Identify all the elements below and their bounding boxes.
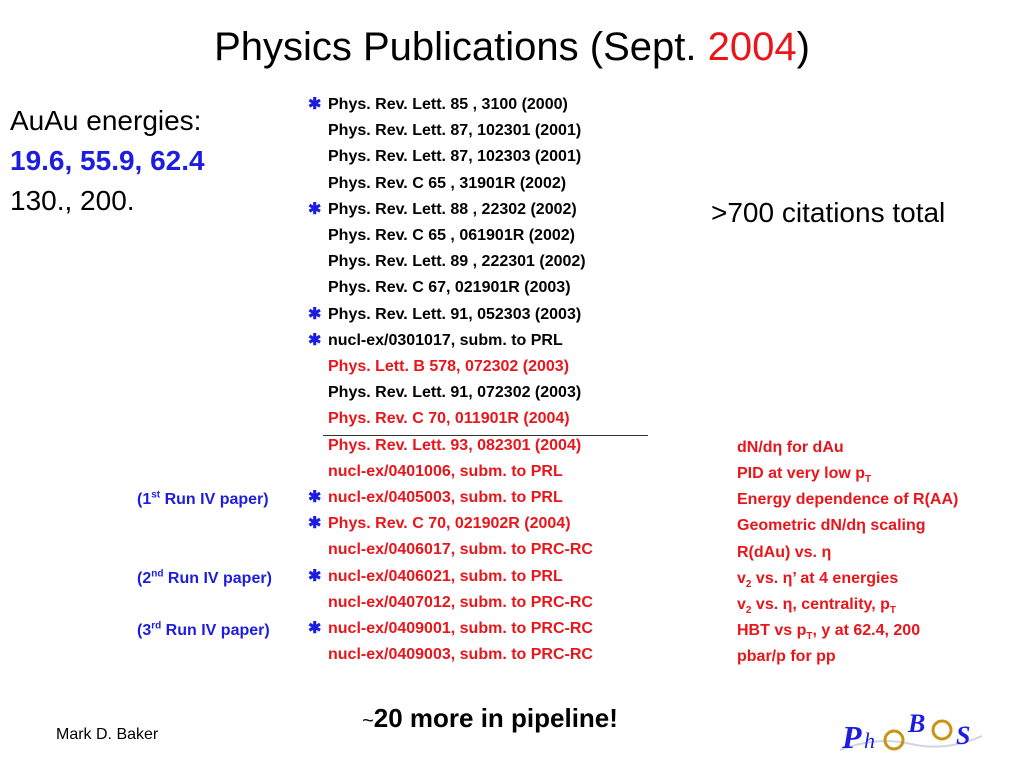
publication-entry: Phys. Rev. Lett. 93, 082301 (2004) — [328, 437, 582, 454]
title-close: ) — [796, 25, 810, 69]
note-energy-dependence: Energy dependence of R(AA) — [737, 491, 959, 508]
publication-entry: Phys. Rev. C 70, 021902R (2004) — [328, 515, 571, 532]
star-marker-icon: ✱ — [308, 306, 322, 323]
star-marker-icon: ✱ — [308, 332, 322, 349]
publication-entry: Phys. Rev. C 65 , 061901R (2002) — [328, 227, 575, 244]
svg-text:S: S — [956, 721, 970, 750]
note-v2-energies: v2 vs. η’ at 4 energies — [737, 570, 899, 591]
separator-line — [323, 435, 648, 436]
publication-entry: nucl-ex/0406021, subm. to PRL — [328, 568, 563, 585]
note-geometric-scaling: Geometric dN/dη scaling — [737, 517, 926, 534]
publication-entry: Phys. Rev. Lett. 85 , 3100 (2000) — [328, 96, 568, 113]
publication-entry: nucl-ex/0301017, subm. to PRL — [328, 332, 563, 349]
star-marker-icon: ✱ — [308, 515, 322, 532]
publication-entry: nucl-ex/0406017, subm. to PRC-RC — [328, 541, 593, 558]
note-pid-low-pt: PID at very low pT — [737, 465, 872, 486]
publication-entry: Phys. Rev. Lett. 91, 052303 (2003) — [328, 306, 582, 323]
publication-entry: nucl-ex/0405003, subm. to PRL — [328, 489, 563, 506]
citations-total: >700 citations total — [711, 197, 946, 228]
publication-entry: Phys. Rev. Lett. 87, 102303 (2001) — [328, 148, 582, 165]
publication-entry: nucl-ex/0407012, subm. to PRC-RC — [328, 594, 593, 611]
energies-other: 130., 200. — [10, 185, 135, 216]
note-rdau-vs-eta: R(dAu) vs. η — [737, 544, 832, 561]
svg-text:B: B — [907, 709, 925, 738]
star-marker-icon: ✱ — [308, 201, 322, 218]
title-text: Physics Publications (Sept. — [214, 25, 708, 69]
publication-entry: Phys. Rev. Lett. 88 , 22302 (2002) — [328, 201, 577, 218]
publication-entry: nucl-ex/0409001, subm. to PRC-RC — [328, 620, 593, 637]
publication-entry: Phys. Rev. C 70, 011901R (2004) — [328, 410, 570, 427]
publication-entry: Phys. Rev. Lett. 87, 102301 (2001) — [328, 122, 582, 139]
publication-entry: Phys. Lett. B 578, 072302 (2003) — [328, 358, 570, 375]
energies-label: AuAu energies: — [10, 105, 202, 136]
title-year: 2004 — [707, 25, 797, 69]
publication-entry: nucl-ex/0401006, subm. to PRL — [328, 463, 563, 480]
note-v2-centrality: v2 vs. η, centrality, pT — [737, 596, 897, 617]
star-marker-icon: ✱ — [308, 96, 322, 113]
energies-highlight: 19.6, 55.9, 62.4 — [10, 145, 205, 176]
publication-entry: Phys. Rev. Lett. 91, 072302 (2003) — [328, 384, 582, 401]
author-name: Mark D. Baker — [56, 726, 159, 743]
star-marker-icon: ✱ — [308, 489, 322, 506]
publication-entry: nucl-ex/0409003, subm. to PRC-RC — [328, 646, 593, 663]
publication-entry: Phys. Rev. Lett. 89 , 222301 (2002) — [328, 253, 586, 270]
star-marker-icon: ✱ — [308, 568, 322, 585]
svg-text:h: h — [864, 728, 875, 753]
svg-text:P: P — [841, 719, 862, 755]
note-hbt: HBT vs pT, y at 62.4, 200 — [737, 622, 921, 643]
run-label-1: (1st Run IV paper) — [137, 489, 269, 508]
note-dndeta-dau: dN/dη for dAu — [737, 439, 844, 456]
run-label-2: (2nd Run IV paper) — [137, 568, 272, 587]
phobos-logo: P h B S — [839, 709, 983, 755]
pipeline-note: ~20 more in pipeline! — [362, 703, 618, 733]
star-marker-icon: ✱ — [308, 620, 322, 637]
note-pbar-p: pbar/p for pp — [737, 648, 836, 665]
publication-entry: Phys. Rev. C 65 , 31901R (2002) — [328, 175, 567, 192]
page-title: Physics Publications (Sept. 2004) — [0, 22, 1024, 72]
run-label-3: (3rd Run IV paper) — [137, 620, 270, 639]
publication-entry: Phys. Rev. C 67, 021901R (2003) — [328, 279, 571, 296]
